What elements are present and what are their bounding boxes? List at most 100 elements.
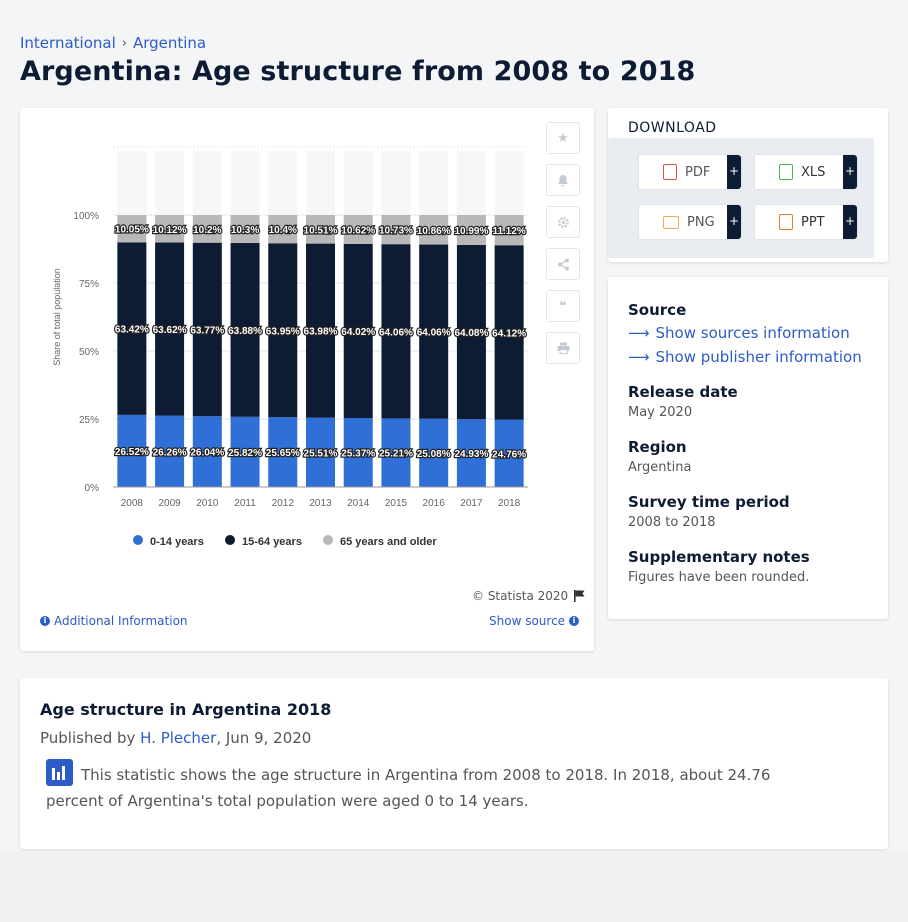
data-label: 24.93%: [454, 449, 488, 460]
data-label: 26.04%: [190, 448, 224, 459]
data-label: 25.37%: [341, 448, 375, 459]
download-pdf-button[interactable]: PDF +: [638, 154, 742, 190]
region-label: Region: [628, 438, 687, 456]
bar-segment: [419, 215, 449, 245]
notification-bell-icon[interactable]: [546, 164, 580, 196]
release-date-value: May 2020: [628, 405, 693, 420]
arrow-right-icon: ⟶: [628, 324, 650, 342]
x-tick-label: 2014: [347, 498, 370, 509]
bar-segment: [230, 416, 260, 487]
statistic-details-card: Source ⟶ Show sources information ⟶ Show…: [608, 277, 888, 619]
data-label: 26.26%: [153, 447, 187, 458]
data-label: 64.02%: [341, 327, 375, 338]
data-label: 63.62%: [153, 325, 187, 336]
arrow-right-icon: ⟶: [628, 348, 650, 366]
published-prefix: Published by: [40, 729, 136, 747]
x-tick-label: 2013: [309, 498, 332, 509]
description-text: This statistic shows the age structure i…: [46, 766, 771, 810]
legend-label: 15-64 years: [242, 536, 302, 548]
info-icon: i: [569, 616, 580, 626]
show-sources-link[interactable]: ⟶ Show sources information: [628, 324, 850, 342]
data-label: 25.08%: [417, 449, 451, 460]
published-date: , Jun 9, 2020: [216, 729, 312, 747]
show-source-label: Show source: [489, 614, 566, 628]
download-png-button[interactable]: PNG +: [638, 204, 742, 240]
data-label: 10.05%: [115, 225, 149, 236]
plus-icon[interactable]: +: [727, 155, 741, 189]
pdf-icon: [663, 164, 677, 180]
ppt-icon: [779, 214, 793, 230]
x-tick-label: 2008: [121, 498, 144, 509]
download-ppt-label: PPT: [801, 214, 825, 230]
x-tick-label: 2017: [460, 498, 483, 509]
release-date-label: Release date: [628, 383, 738, 401]
show-sources-label: Show sources information: [655, 324, 850, 342]
bar-segment: [268, 215, 298, 244]
download-xls-button[interactable]: XLS +: [754, 154, 858, 190]
data-label: 26.52%: [115, 447, 149, 458]
data-label: 63.95%: [266, 326, 300, 337]
legend-label: 65 years and older: [340, 536, 437, 548]
description-body: This statistic shows the age structure i…: [46, 759, 806, 813]
plus-icon[interactable]: +: [843, 155, 857, 189]
data-label: 10.2%: [193, 225, 221, 236]
data-label: 64.12%: [492, 328, 526, 339]
data-label: 64.06%: [379, 327, 413, 338]
info-icon: i: [40, 616, 50, 626]
copyright-text: © Statista 2020: [472, 589, 569, 603]
download-ppt-button[interactable]: PPT +: [754, 204, 858, 240]
plus-icon[interactable]: +: [727, 205, 741, 239]
favorite-star-icon[interactable]: ★: [546, 122, 580, 154]
bar-segment: [155, 242, 185, 416]
x-tick-label: 2012: [272, 498, 295, 509]
bar-segment: [268, 243, 298, 418]
x-tick-label: 2018: [498, 498, 521, 509]
breadcrumb-international[interactable]: International: [20, 34, 116, 52]
bar-segment: [343, 214, 373, 244]
settings-gear-icon[interactable]: [546, 206, 580, 238]
show-source-link[interactable]: Show source i: [489, 614, 580, 628]
show-publisher-link[interactable]: ⟶ Show publisher information: [628, 348, 862, 366]
breadcrumb-argentina[interactable]: Argentina: [132, 34, 207, 52]
bar-segment: [343, 243, 373, 418]
bar-segment: [192, 214, 222, 243]
citation-quote-icon[interactable]: ❝: [546, 290, 580, 322]
y-tick-label: 25%: [79, 415, 99, 426]
x-tick-label: 2015: [385, 498, 408, 509]
author-link[interactable]: H. Plecher: [140, 729, 217, 747]
data-label: 10.73%: [379, 226, 413, 237]
statistic-chart-icon: [46, 759, 73, 786]
bar-segment: [494, 215, 524, 246]
bar-segment: [419, 244, 449, 419]
bar-segment: [456, 244, 486, 420]
flag-icon[interactable]: [574, 590, 585, 602]
additional-information-link[interactable]: i Additional Information: [40, 614, 188, 628]
survey-period-value: 2008 to 2018: [628, 515, 716, 530]
bar-segment: [192, 242, 222, 417]
stacked-bar-chart: 0% 25% 50% 75% 100% Share of total population…: [52, 146, 528, 548]
bar-segment: [419, 418, 449, 487]
bar-segment: [381, 244, 411, 419]
y-tick-label: 75%: [79, 279, 99, 290]
data-label: 10.12%: [153, 225, 187, 236]
data-label: 64.06%: [417, 328, 451, 339]
print-icon[interactable]: [546, 332, 580, 364]
page-title: Argentina: Age structure from 2008 to 20…: [20, 56, 696, 87]
download-card: DOWNLOAD PDF + XLS + PNG + PPT +: [608, 108, 888, 262]
bar-segment: [494, 419, 524, 487]
plus-icon[interactable]: +: [843, 205, 857, 239]
bar-segment: [192, 416, 222, 487]
share-icon[interactable]: [546, 248, 580, 280]
legend-marker: [323, 535, 333, 545]
bar-segment: [117, 414, 147, 487]
bar-segment: [230, 215, 260, 244]
y-axis-label: Share of total population: [52, 268, 62, 366]
supplementary-notes-label: Supplementary notes: [628, 548, 810, 566]
legend-marker: [225, 535, 235, 545]
bar-segment: [117, 215, 147, 243]
x-tick-label: 2010: [196, 498, 219, 509]
download-pdf-label: PDF: [685, 164, 711, 180]
bar-segment: [381, 215, 411, 245]
y-tick-label: 100%: [73, 211, 99, 222]
bar-segment: [306, 417, 335, 487]
